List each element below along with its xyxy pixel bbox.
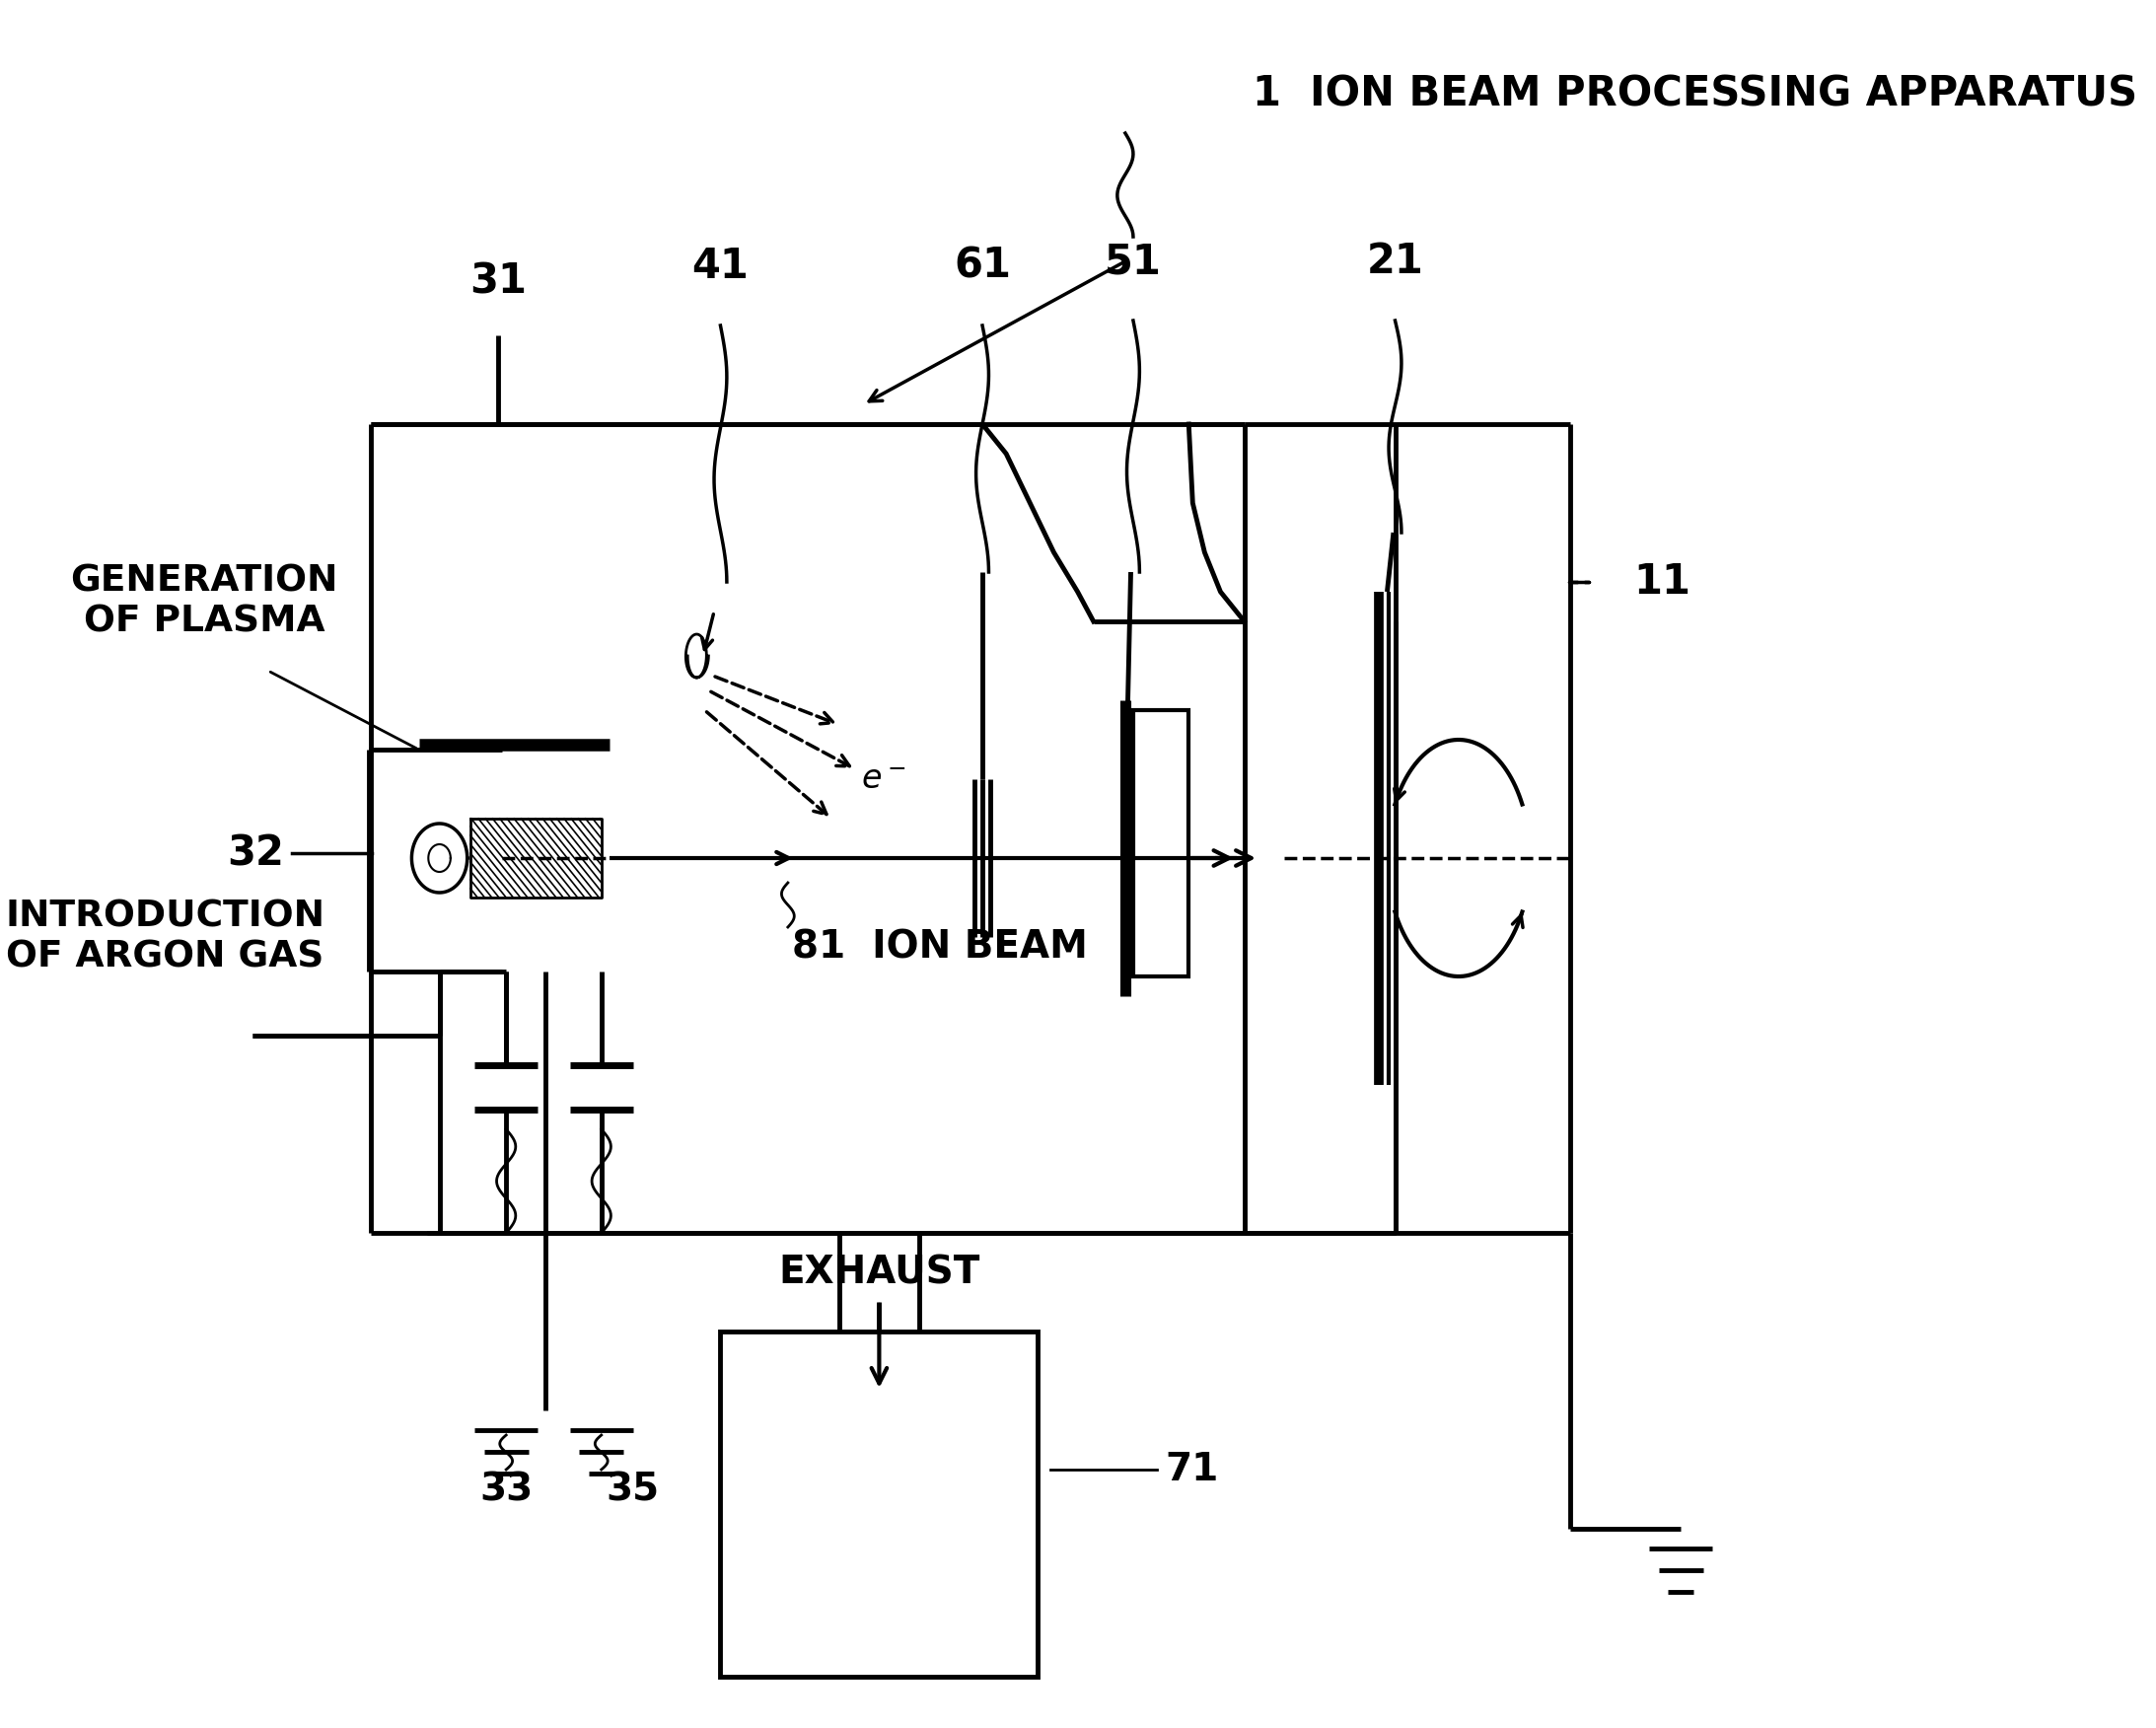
- Bar: [1134, 710, 1188, 976]
- Text: 61: 61: [953, 245, 1011, 287]
- Bar: [720, 1332, 1037, 1676]
- Text: 81  ION BEAM: 81 ION BEAM: [791, 928, 1087, 966]
- Text: 33: 33: [479, 1471, 533, 1509]
- Text: 41: 41: [692, 245, 748, 287]
- Text: INTRODUCTION
OF ARGON GAS: INTRODUCTION OF ARGON GAS: [4, 899, 326, 975]
- Text: 11: 11: [1634, 562, 1690, 603]
- Text: 71: 71: [1164, 1452, 1218, 1488]
- Text: GENERATION
OF PLASMA: GENERATION OF PLASMA: [71, 563, 338, 639]
- Text: 21: 21: [1367, 240, 1423, 282]
- Text: $e^-$: $e^-$: [860, 762, 906, 795]
- Text: EXHAUST: EXHAUST: [778, 1253, 981, 1291]
- Text: 31: 31: [470, 261, 526, 302]
- Text: 1  ION BEAM PROCESSING APPARATUS: 1 ION BEAM PROCESSING APPARATUS: [1253, 73, 2137, 114]
- Text: 35: 35: [606, 1471, 660, 1509]
- Text: 32: 32: [226, 833, 285, 874]
- Text: 51: 51: [1104, 240, 1162, 282]
